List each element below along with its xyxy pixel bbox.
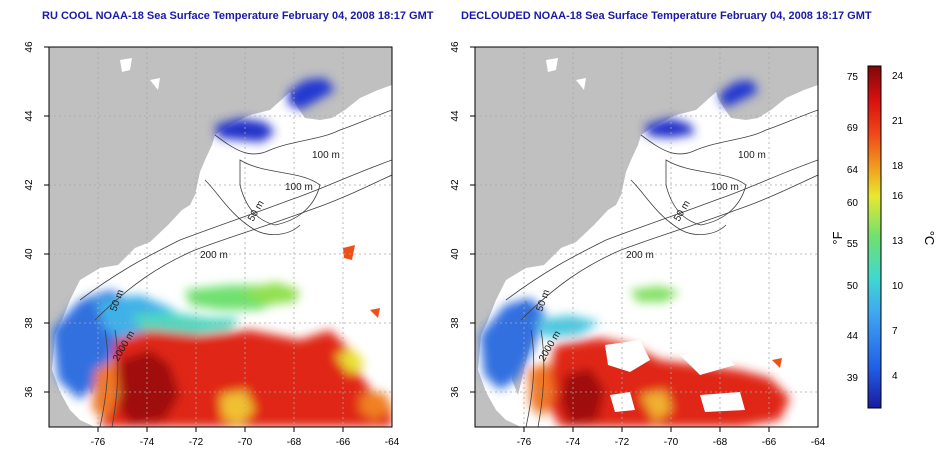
x-tick-label: -64 <box>811 437 826 448</box>
c-tick-label: 13 <box>892 236 904 247</box>
left-sst-patch <box>343 245 355 260</box>
x-tick-label: -74 <box>566 437 581 448</box>
contour-label: 200 m <box>200 250 228 261</box>
left-x-axis: -76 -74 -72 -70 -68 -66 -64 <box>91 427 400 448</box>
c-tick-label: 16 <box>892 191 904 202</box>
f-tick-label: 69 <box>847 123 859 134</box>
right-sst-patch <box>772 358 782 368</box>
y-tick-label: 36 <box>450 386 461 398</box>
right-nova-scotia <box>714 60 818 120</box>
right-lakes <box>546 58 586 90</box>
right-x-axis: -76 -74 -72 -70 -68 -66 -64 <box>517 427 826 448</box>
contour-label: 100 m <box>738 150 766 161</box>
left-lakes <box>120 58 160 90</box>
right-map-frame <box>474 46 819 428</box>
left-map-frame <box>48 46 393 428</box>
x-tick-label: -68 <box>287 437 302 448</box>
y-tick-label: 42 <box>450 179 461 191</box>
y-tick-label: 40 <box>450 248 461 260</box>
celsius-label: °C <box>922 231 937 246</box>
colorbar: 75 69 64 60 55 50 44 39 24 21 18 16 13 1… <box>830 65 937 409</box>
left-map-title: RU COOL NOAA-18 Sea Surface Temperature … <box>42 10 434 22</box>
c-tick-label: 4 <box>892 371 898 382</box>
left-map: 100 m 100 m 50 m 200 m 50 m 2000 m -76 -… <box>24 41 400 448</box>
c-tick-label: 7 <box>892 326 898 337</box>
left-sst-patch <box>370 308 380 318</box>
f-tick-label: 60 <box>847 198 859 209</box>
y-tick-label: 46 <box>450 41 461 53</box>
x-tick-label: -76 <box>91 437 106 448</box>
right-cloud-mask <box>605 340 745 412</box>
contour-label: 100 m <box>312 150 340 161</box>
f-tick-label: 44 <box>847 331 859 342</box>
left-grid <box>49 47 392 427</box>
fahrenheit-label: °F <box>830 231 845 244</box>
colorbar-scale <box>867 65 882 409</box>
f-tick-label: 39 <box>847 373 859 384</box>
y-tick-label: 42 <box>24 179 35 191</box>
f-tick-label: 75 <box>847 72 859 83</box>
y-tick-label: 36 <box>24 386 35 398</box>
x-tick-label: -76 <box>517 437 532 448</box>
y-tick-label: 40 <box>24 248 35 260</box>
y-tick-label: 46 <box>24 41 35 53</box>
right-map-land <box>475 47 818 427</box>
contour-label: 200 m <box>626 250 654 261</box>
right-map: 100 m 100 m 50 m 200 m 50 m 2000 m -76 -… <box>450 41 826 448</box>
x-tick-label: -64 <box>385 437 400 448</box>
x-tick-label: -72 <box>615 437 630 448</box>
c-tick-label: 24 <box>892 71 904 82</box>
left-nova-scotia <box>288 60 392 120</box>
c-tick-label: 21 <box>892 116 904 127</box>
c-tick-label: 18 <box>892 161 904 172</box>
right-bathymetry <box>505 109 818 427</box>
right-map-title: DECLOUDED NOAA-18 Sea Surface Temperatur… <box>461 10 872 22</box>
colorbar-c-ticks: 24 21 18 16 13 10 7 4 <box>892 71 904 382</box>
x-tick-label: -70 <box>664 437 679 448</box>
y-tick-label: 44 <box>450 110 461 122</box>
left-sst-field <box>52 78 392 427</box>
right-grid <box>475 47 818 427</box>
contour-label: 100 m <box>711 182 739 193</box>
x-tick-label: -70 <box>238 437 253 448</box>
f-tick-label: 50 <box>847 281 859 292</box>
c-tick-label: 10 <box>892 281 904 292</box>
left-map-land <box>49 47 392 427</box>
y-tick-label: 44 <box>24 110 35 122</box>
y-tick-label: 38 <box>24 317 35 329</box>
left-bathymetry <box>79 109 392 427</box>
x-tick-label: -68 <box>713 437 728 448</box>
contour-label: 100 m <box>285 182 313 193</box>
f-tick-label: 55 <box>847 239 859 250</box>
y-tick-label: 38 <box>450 317 461 329</box>
x-tick-label: -66 <box>762 437 777 448</box>
left-y-axis: 36 38 40 42 44 46 <box>24 41 49 398</box>
x-tick-label: -72 <box>189 437 204 448</box>
x-tick-label: -66 <box>336 437 351 448</box>
colorbar-f-ticks: 75 69 64 60 55 50 44 39 <box>847 72 859 384</box>
right-y-axis: 36 38 40 42 44 46 <box>450 41 475 398</box>
x-tick-label: -74 <box>140 437 155 448</box>
f-tick-label: 64 <box>847 165 859 176</box>
